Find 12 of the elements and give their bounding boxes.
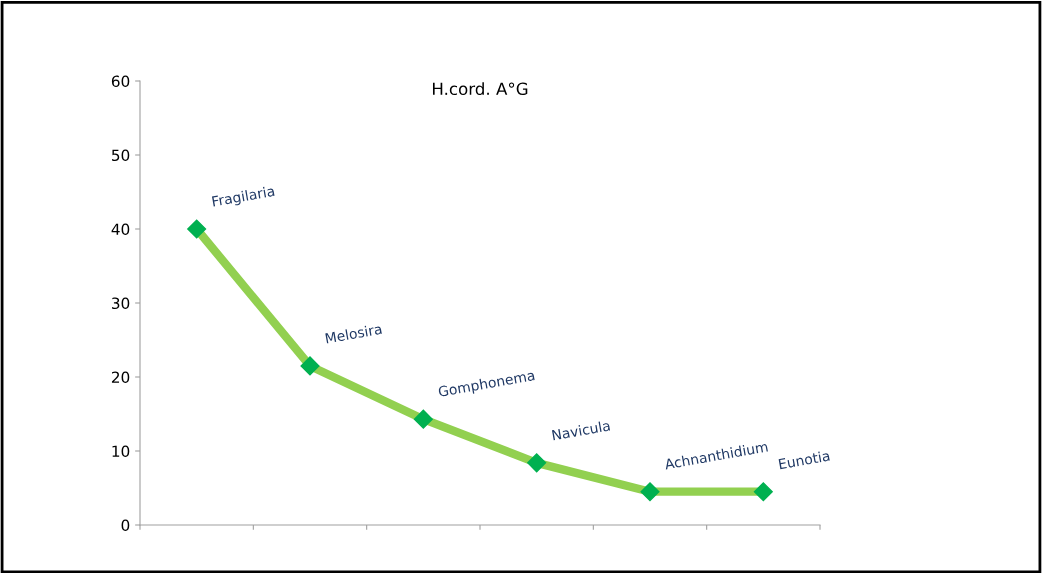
y-tick-label: 10	[112, 445, 130, 458]
y-tick-label: 30	[112, 297, 130, 310]
annotation: Eunotia	[778, 450, 830, 470]
annotation: Navicula	[551, 419, 611, 441]
y-tick-label: 20	[111, 371, 130, 384]
y-tick-label: 60	[111, 75, 130, 88]
annotation: Melosira	[325, 323, 382, 344]
annotation: Fragilaria	[211, 185, 275, 210]
y-tick-label: 0	[121, 519, 130, 532]
chart-title: H.cord. A°G	[432, 82, 528, 96]
y-tick-label: 40	[111, 223, 130, 236]
y-tick-label: 50	[112, 149, 130, 162]
